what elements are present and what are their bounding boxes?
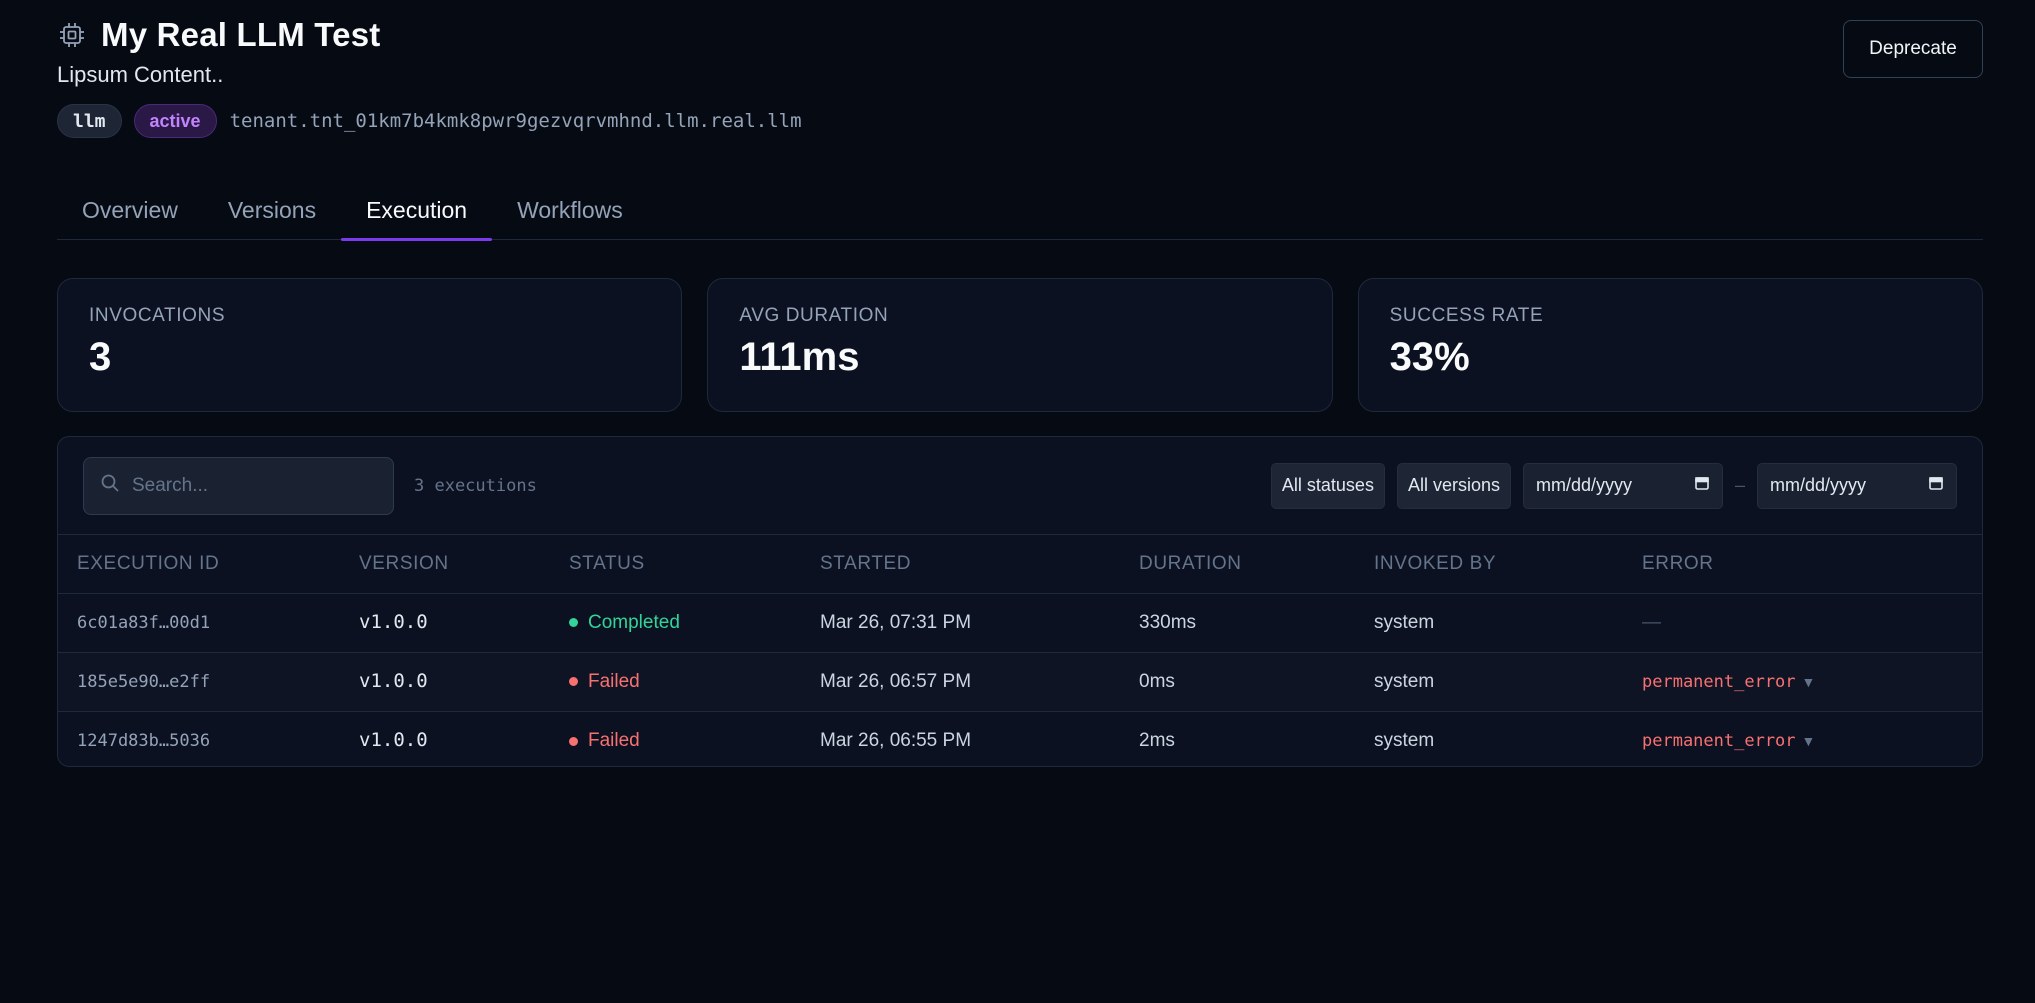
column-header-error[interactable]: ERROR [1642, 535, 1982, 594]
tab-overview[interactable]: Overview [82, 196, 178, 223]
started-cell: Mar 26, 06:57 PM [820, 652, 1139, 712]
error-cell[interactable]: permanent_error [1642, 671, 1796, 692]
tab-execution[interactable]: Execution [341, 180, 493, 241]
stat-card-success-rate: SUCCESS RATE 33% [1357, 278, 1983, 412]
invoked-by-cell: system [1374, 652, 1642, 712]
status-cell: Failed [569, 671, 640, 693]
executions-table: EXECUTION ID VERSION STATUS STARTED DURA… [58, 535, 1982, 766]
cpu-chip-icon [57, 20, 87, 50]
duration-cell: 330ms [1139, 593, 1374, 653]
type-badge: llm [57, 104, 122, 138]
execution-id[interactable]: 6c01a83f…00d1 [77, 612, 211, 633]
column-header-duration[interactable]: DURATION [1139, 535, 1374, 594]
date-to-placeholder: mm/dd/yyyy [1770, 475, 1867, 495]
search-icon [100, 473, 120, 498]
chevron-down-icon[interactable]: ▼ [1801, 673, 1816, 690]
execution-id[interactable]: 185e5e90…e2ff [77, 671, 211, 692]
duration-cell: 0ms [1139, 652, 1374, 712]
error-cell: — [1642, 611, 1661, 633]
table-row[interactable]: 6c01a83f…00d1 v1.0.0 Completed Mar 26, 0… [58, 593, 1982, 653]
table-row[interactable]: 1247d83b…5036 v1.0.0 Failed Mar 26, 06:5… [58, 711, 1982, 766]
column-header-version[interactable]: VERSION [359, 535, 569, 594]
search-box[interactable] [83, 456, 394, 515]
column-header-started[interactable]: STARTED [820, 535, 1139, 594]
column-header-invoked-by[interactable]: INVOKED BY [1374, 535, 1642, 594]
execution-count: 3 executions [414, 475, 537, 496]
version-filter-select[interactable]: All versions [1396, 462, 1511, 509]
stat-label: AVG DURATION [739, 305, 889, 326]
deprecate-button[interactable]: Deprecate [1843, 20, 1983, 78]
date-from-input[interactable]: mm/dd/yyyy [1522, 462, 1723, 509]
invoked-by-cell: system [1374, 729, 1435, 751]
started-cell: Mar 26, 07:31 PM [820, 593, 1139, 653]
chevron-down-icon[interactable]: ▼ [1801, 732, 1816, 749]
table-row[interactable]: 185e5e90…e2ff v1.0.0 Failed Mar 26, 06:5… [58, 652, 1982, 712]
column-header-execution-id[interactable]: EXECUTION ID [58, 535, 359, 594]
stat-label: INVOCATIONS [89, 305, 226, 326]
calendar-icon[interactable] [1694, 475, 1710, 496]
page-title: My Real LLM Test [101, 16, 381, 53]
status-text: Failed [588, 670, 640, 692]
status-filter-select[interactable]: All statuses [1270, 462, 1385, 509]
tab-workflows[interactable]: Workflows [517, 196, 623, 223]
status-text: Completed [588, 611, 680, 633]
filters: All statuses All versions mm/dd/yyyy – m… [1270, 462, 1957, 509]
status-dot-icon [569, 677, 578, 687]
search-input[interactable] [132, 474, 377, 497]
version-cell: v1.0.0 [359, 729, 428, 752]
date-range-separator: – [1734, 475, 1745, 495]
status-text: Failed [588, 730, 640, 751]
started-cell: Mar 26, 06:55 PM [820, 729, 972, 751]
status-cell: Failed [569, 730, 640, 752]
duration-cell: 2ms [1139, 729, 1175, 751]
page-header: My Real LLM Test Lipsum Content.. llm ac… [57, 14, 1983, 144]
column-header-status[interactable]: STATUS [569, 535, 820, 594]
tab-bar: Overview Versions Execution Workflows [57, 180, 1983, 241]
version-cell: v1.0.0 [359, 611, 428, 633]
executions-toolbar: 3 executions All statuses All versions m… [58, 437, 1982, 535]
stat-card-avg-duration: AVG DURATION 111ms [707, 278, 1333, 412]
resource-identifier: tenant.tnt_01km7b4kmk8pwr9gezvqrvmhnd.ll… [229, 110, 802, 132]
stat-value: 111ms [739, 335, 860, 379]
stats-row: INVOCATIONS 3 AVG DURATION 111ms SUCCESS… [57, 278, 1983, 412]
calendar-icon[interactable] [1928, 475, 1944, 496]
meta-row: llm active tenant.tnt_01km7b4kmk8pwr9gez… [57, 104, 802, 138]
stat-value: 33% [1389, 335, 1470, 379]
invoked-by-cell: system [1374, 593, 1642, 653]
page-subtitle: Lipsum Content.. [57, 62, 224, 87]
tab-versions[interactable]: Versions [227, 196, 317, 223]
date-from-placeholder: mm/dd/yyyy [1535, 475, 1632, 495]
table-header-row: EXECUTION ID VERSION STATUS STARTED DURA… [58, 535, 1982, 594]
status-dot-icon [569, 736, 578, 746]
executions-panel: 3 executions All statuses All versions m… [57, 436, 1983, 767]
error-cell[interactable]: permanent_error [1642, 730, 1796, 751]
date-to-input[interactable]: mm/dd/yyyy [1757, 462, 1957, 509]
status-cell: Completed [569, 612, 680, 634]
stat-card-invocations: INVOCATIONS 3 [57, 278, 683, 412]
execution-id[interactable]: 1247d83b…5036 [77, 730, 211, 751]
version-cell: v1.0.0 [359, 670, 428, 692]
status-badge: active [133, 104, 217, 138]
stat-value: 3 [89, 335, 112, 379]
stat-label: SUCCESS RATE [1389, 305, 1544, 326]
status-dot-icon [569, 618, 578, 628]
